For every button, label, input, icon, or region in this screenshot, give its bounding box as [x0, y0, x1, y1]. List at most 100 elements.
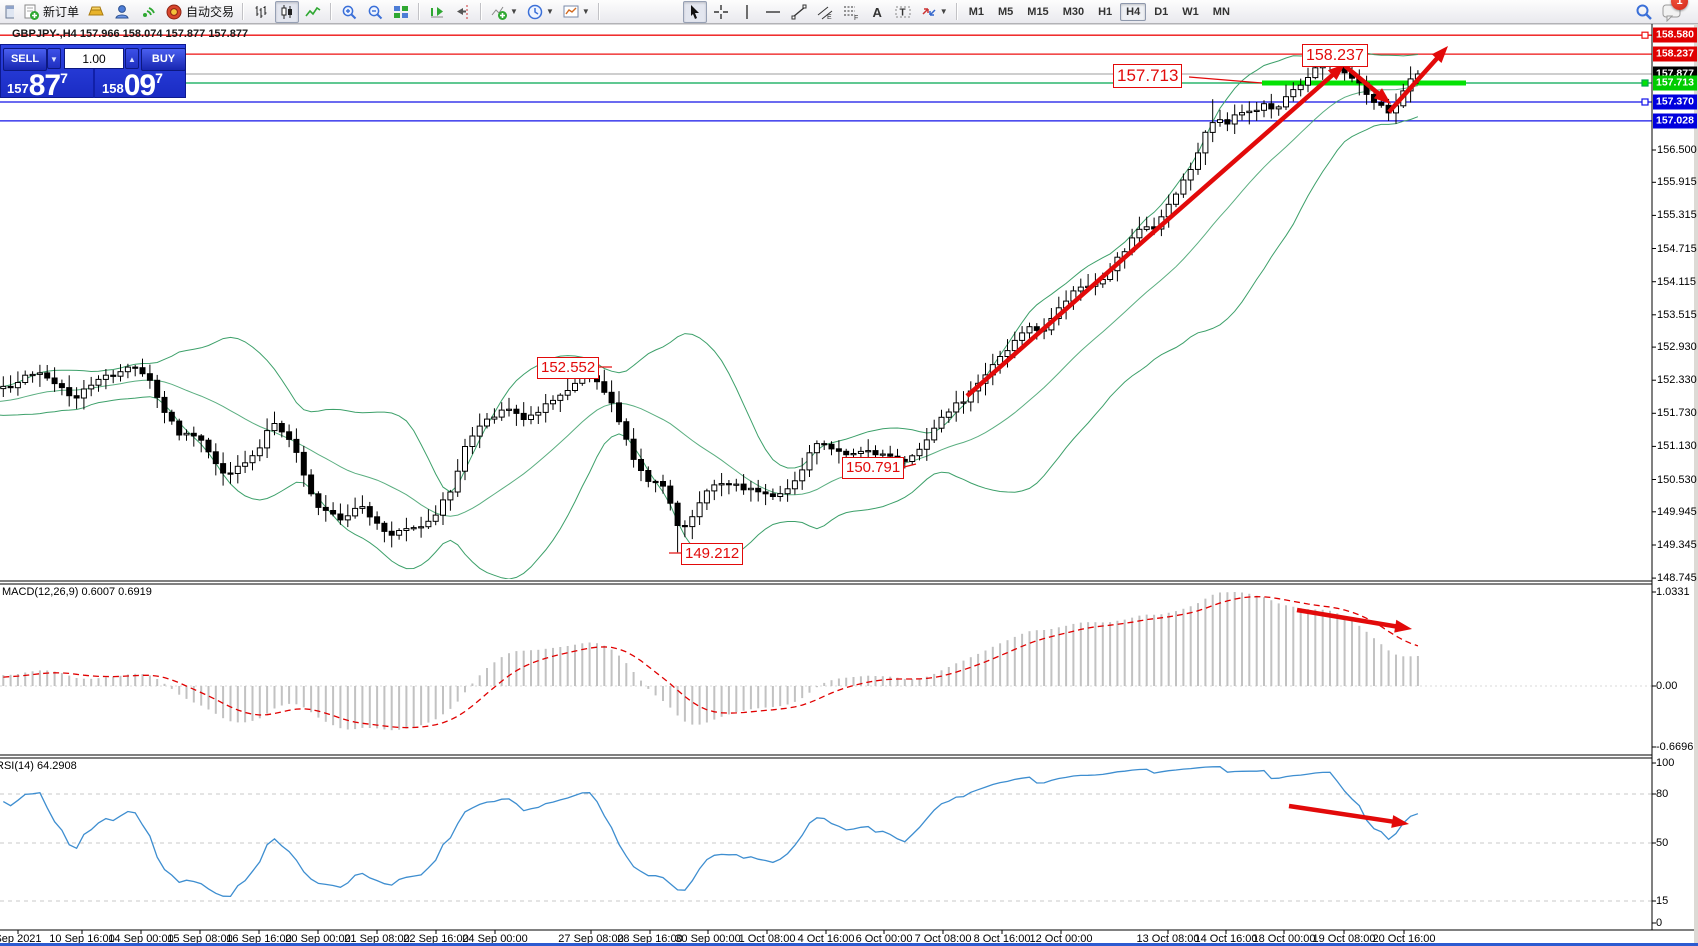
line-chart-button[interactable]	[301, 1, 325, 23]
timeframe-group: M1 M5 M15 M30 H1 H4 D1 W1 MN	[962, 0, 1237, 24]
label-button[interactable]: T	[891, 1, 915, 23]
time-tick-label: 20 Sep 00:00	[285, 933, 351, 945]
time-tick-label: Sep 2021	[0, 933, 42, 945]
rsi-axis-label: 15	[1656, 895, 1669, 907]
timeframe-w1[interactable]: W1	[1182, 5, 1199, 18]
window-partial-button[interactable]	[1, 1, 17, 23]
profile-icon	[113, 3, 131, 21]
timeframe-m15[interactable]: M15	[1027, 5, 1049, 18]
main-toolbar: 新订单 自动交易 ▼ ▼ ▼ E F A T ▼ M1 M5 M15 M30 H1 H4 D1 W1 MN 1	[0, 0, 1698, 24]
time-tick-label: 16 Sep 16:00	[226, 933, 292, 945]
chart-shift-button[interactable]	[451, 1, 475, 23]
tile-windows-icon	[392, 3, 410, 21]
signal-button[interactable]	[136, 1, 160, 23]
price-annotation: 149.212	[681, 543, 744, 565]
toolbar-group-trade: 新订单 自动交易	[0, 0, 238, 24]
price-tick-label: 156.500	[1657, 144, 1697, 156]
chevron-down-icon: ▼	[939, 7, 948, 16]
autotrade-button[interactable]: 自动交易	[162, 1, 237, 23]
cursor-button[interactable]	[682, 0, 707, 23]
toolbar-group-dropdowns: ▼ ▼ ▼	[486, 0, 594, 24]
vline-button[interactable]	[735, 1, 759, 23]
time-tick-label: 27 Sep 08:00	[558, 933, 624, 945]
price-tick-label: 155.915	[1657, 176, 1697, 189]
timeframe-h1[interactable]: H1	[1098, 5, 1113, 18]
volume-decrease-button[interactable]: ▼	[47, 48, 61, 69]
time-tick-label: 6 Oct 00:00	[855, 933, 913, 945]
periods-button[interactable]: ▼	[523, 1, 557, 23]
timeframe-h4[interactable]: H4	[1120, 2, 1147, 21]
zoom-in-button[interactable]	[337, 1, 361, 23]
crosshair-icon	[712, 3, 730, 21]
notifications-button[interactable]: 1	[1659, 0, 1688, 23]
timeframe-m30[interactable]: M30	[1062, 5, 1085, 18]
new-order-button[interactable]: 新订单	[19, 1, 82, 23]
hline-button[interactable]	[761, 1, 785, 23]
trendline-icon	[790, 3, 808, 21]
volume-field-wrap	[64, 48, 124, 69]
zoom-in-icon	[340, 3, 358, 21]
fibonacci-button[interactable]: F	[839, 1, 863, 23]
price-tick-label: 148.745	[1657, 572, 1697, 585]
timeframe-m1[interactable]: M1	[968, 5, 984, 18]
crosshair-button[interactable]	[709, 1, 733, 23]
buy-button[interactable]: BUY	[141, 48, 186, 71]
svg-text:F: F	[854, 15, 858, 21]
price-tick-label: 155.315	[1657, 209, 1697, 222]
time-tick-label: 28 Sep 16:00	[617, 933, 683, 945]
text-button[interactable]: A	[865, 1, 889, 23]
time-tick-label: 13 Oct 08:00	[1136, 933, 1200, 945]
gold-bar-button[interactable]	[84, 1, 108, 23]
price-level-badge: 158.580	[1653, 27, 1697, 43]
time-tick-label: 10 Sep 16:00	[49, 933, 115, 945]
bar-chart-button[interactable]	[249, 1, 273, 23]
indicators-button[interactable]: ▼	[487, 1, 521, 23]
toolbar-group-tools: E F A T ▼	[682, 0, 952, 24]
toolbar-label: 新订单	[43, 5, 80, 19]
toolbar-separator	[242, 3, 245, 20]
tile-windows-button[interactable]	[389, 1, 413, 23]
toolbar-separator	[955, 3, 958, 20]
price-level-badge: 158.237	[1653, 46, 1697, 62]
volume-increase-button[interactable]: ▲	[125, 48, 139, 69]
timeframe-d1[interactable]: D1	[1154, 5, 1169, 18]
price-level-badge: 157.028	[1653, 113, 1697, 129]
trendline-button[interactable]	[787, 1, 811, 23]
rsi-axis-label: 100	[1656, 757, 1675, 769]
window-bottom-edge	[0, 943, 1698, 946]
macd-axis-label: 1.0331	[1656, 586, 1690, 598]
search-icon	[1634, 2, 1654, 22]
template-button[interactable]: ▼	[559, 1, 593, 23]
trade-panel-divider	[93, 69, 95, 98]
svg-text:E: E	[827, 14, 832, 21]
autotrade-icon	[165, 3, 183, 21]
profile-button[interactable]	[110, 1, 134, 23]
text-icon: A	[868, 3, 886, 21]
shapes-button[interactable]: ▼	[917, 1, 951, 23]
one-click-trade-panel: SELL ▼ ▲ BUY 157877 158097	[0, 44, 186, 102]
svg-text:T: T	[899, 7, 905, 18]
label-icon: T	[894, 3, 912, 21]
price-annotation: 157.713	[1113, 64, 1183, 88]
channel-button[interactable]: E	[813, 1, 837, 23]
timeframe-mn[interactable]: MN	[1212, 5, 1230, 18]
autoscroll-button[interactable]	[425, 1, 449, 23]
zoom-out-icon	[366, 3, 384, 21]
fibonacci-icon: F	[842, 3, 860, 21]
channel-icon: E	[816, 3, 834, 21]
price-tick-label: 154.115	[1657, 275, 1696, 288]
candlestick-button[interactable]	[275, 0, 300, 23]
hline-icon	[764, 3, 782, 21]
rsi-axis-label: 50	[1656, 837, 1669, 849]
sell-button[interactable]: SELL	[3, 48, 47, 71]
price-tick-label: 151.130	[1657, 440, 1697, 453]
price-annotation: 150.791	[842, 457, 905, 479]
search-button[interactable]	[1631, 1, 1657, 23]
timeframe-m5[interactable]: M5	[998, 5, 1014, 18]
zoom-out-button[interactable]	[363, 1, 387, 23]
price-annotation: 158.237	[1302, 44, 1368, 67]
volume-input[interactable]	[65, 49, 123, 68]
periods-icon	[526, 3, 544, 21]
bar-chart-icon	[252, 3, 270, 21]
